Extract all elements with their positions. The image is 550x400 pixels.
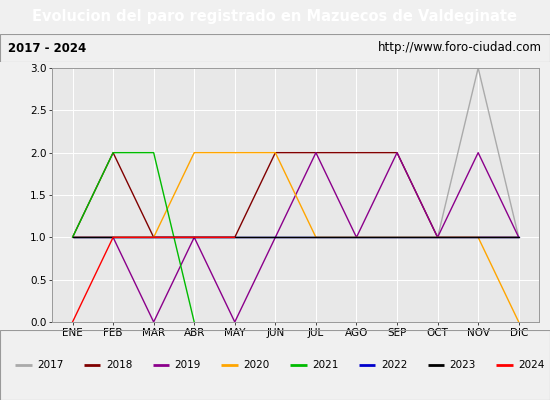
Text: http://www.foro-ciudad.com: http://www.foro-ciudad.com [378, 42, 542, 54]
Text: 2017 - 2024: 2017 - 2024 [8, 42, 86, 54]
Text: 2017: 2017 [37, 360, 63, 370]
Text: Evolucion del paro registrado en Mazuecos de Valdeginate: Evolucion del paro registrado en Mazueco… [32, 10, 518, 24]
Text: 2024: 2024 [518, 360, 544, 370]
Text: 2019: 2019 [175, 360, 201, 370]
Text: 2022: 2022 [381, 360, 407, 370]
Text: 2018: 2018 [106, 360, 132, 370]
Text: 2020: 2020 [243, 360, 270, 370]
Text: 2023: 2023 [450, 360, 476, 370]
Text: 2021: 2021 [312, 360, 338, 370]
